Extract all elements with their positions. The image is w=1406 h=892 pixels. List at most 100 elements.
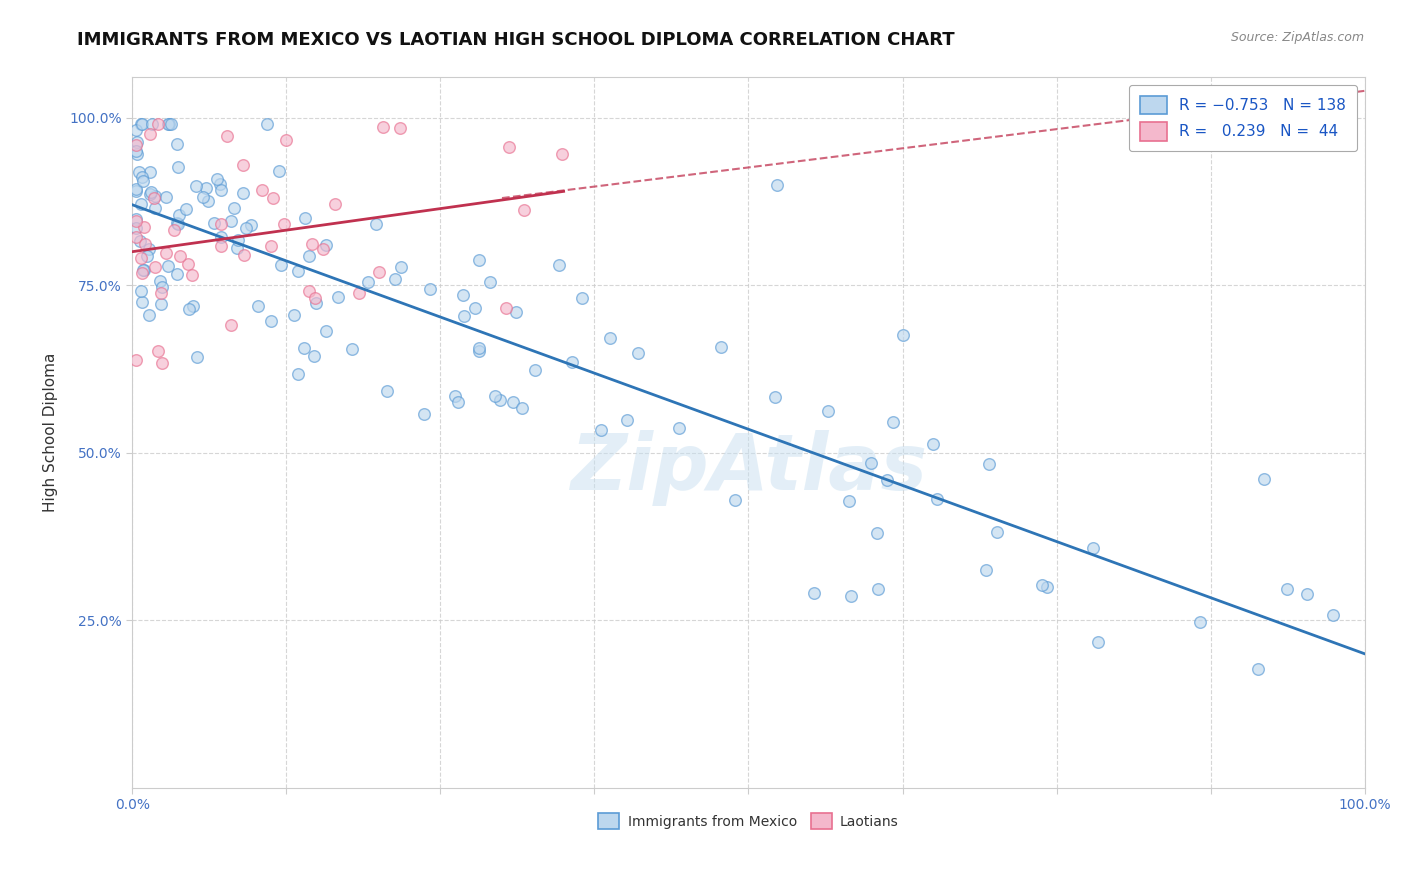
Point [312,242,335,256]
Point [225,241,247,255]
Point [125,353,148,368]
Point [167,208,190,222]
Point [125,135,148,149]
Point [125,137,148,152]
Point [186,351,208,365]
Point [132,263,155,277]
Point [315,237,337,252]
Point [125,122,148,136]
Point [129,117,152,131]
Point [305,295,328,310]
Point [479,275,502,289]
Point [710,339,733,353]
Point [298,249,321,263]
Point [1087,635,1109,649]
Point [232,158,254,172]
Point [221,214,243,228]
Point [139,185,162,199]
Point [464,301,486,315]
Point [270,258,292,272]
Point [128,165,150,179]
Point [262,191,284,205]
Point [304,291,326,305]
Point [209,178,232,192]
Point [127,147,149,161]
Point [1036,580,1059,594]
Point [181,299,204,313]
Point [803,585,825,599]
Point [373,120,395,134]
Point [134,236,156,251]
Point [209,218,232,232]
Point [193,189,215,203]
Point [232,186,254,200]
Point [129,252,152,266]
Point [211,230,233,244]
Point [136,249,159,263]
Point [142,191,165,205]
Point [763,390,786,404]
Point [146,344,169,359]
Point [177,301,200,316]
Point [375,384,398,399]
Point [495,301,517,315]
Legend: Immigrants from Mexico, Laotians: Immigrants from Mexico, Laotians [593,808,904,834]
Point [484,389,506,403]
Point [925,492,948,507]
Point [163,223,186,237]
Point [453,288,475,302]
Point [413,407,436,421]
Point [215,129,238,144]
Point [366,218,388,232]
Point [298,284,321,298]
Point [150,280,173,294]
Point [1083,541,1105,555]
Point [226,233,249,247]
Point [132,174,155,188]
Point [166,267,188,281]
Point [626,346,648,360]
Point [184,179,207,194]
Point [468,341,491,355]
Point [866,582,889,596]
Point [155,190,177,204]
Point [155,245,177,260]
Point [547,258,569,272]
Point [150,356,173,370]
Point [166,136,188,151]
Point [202,215,225,229]
Point [986,525,1008,540]
Point [125,230,148,244]
Point [169,249,191,263]
Point [1253,473,1275,487]
Point [389,260,412,274]
Point [294,211,316,226]
Point [1031,578,1053,592]
Point [765,178,787,192]
Point [287,264,309,278]
Point [138,242,160,256]
Point [177,257,200,271]
Point [138,308,160,322]
Point [219,318,242,332]
Point [817,404,839,418]
Point [444,389,467,403]
Point [301,237,323,252]
Point [129,197,152,211]
Point [302,349,325,363]
Point [1188,615,1211,629]
Point [246,299,269,313]
Point [446,394,468,409]
Point [510,401,533,416]
Point [273,218,295,232]
Point [149,275,172,289]
Point [139,165,162,179]
Point [419,282,441,296]
Point [139,186,162,201]
Point [589,423,612,437]
Point [571,291,593,305]
Point [340,342,363,356]
Text: IMMIGRANTS FROM MEXICO VS LAOTIAN HIGH SCHOOL DIPLOMA CORRELATION CHART: IMMIGRANTS FROM MEXICO VS LAOTIAN HIGH S… [77,31,955,49]
Point [131,295,153,310]
Point [149,286,172,301]
